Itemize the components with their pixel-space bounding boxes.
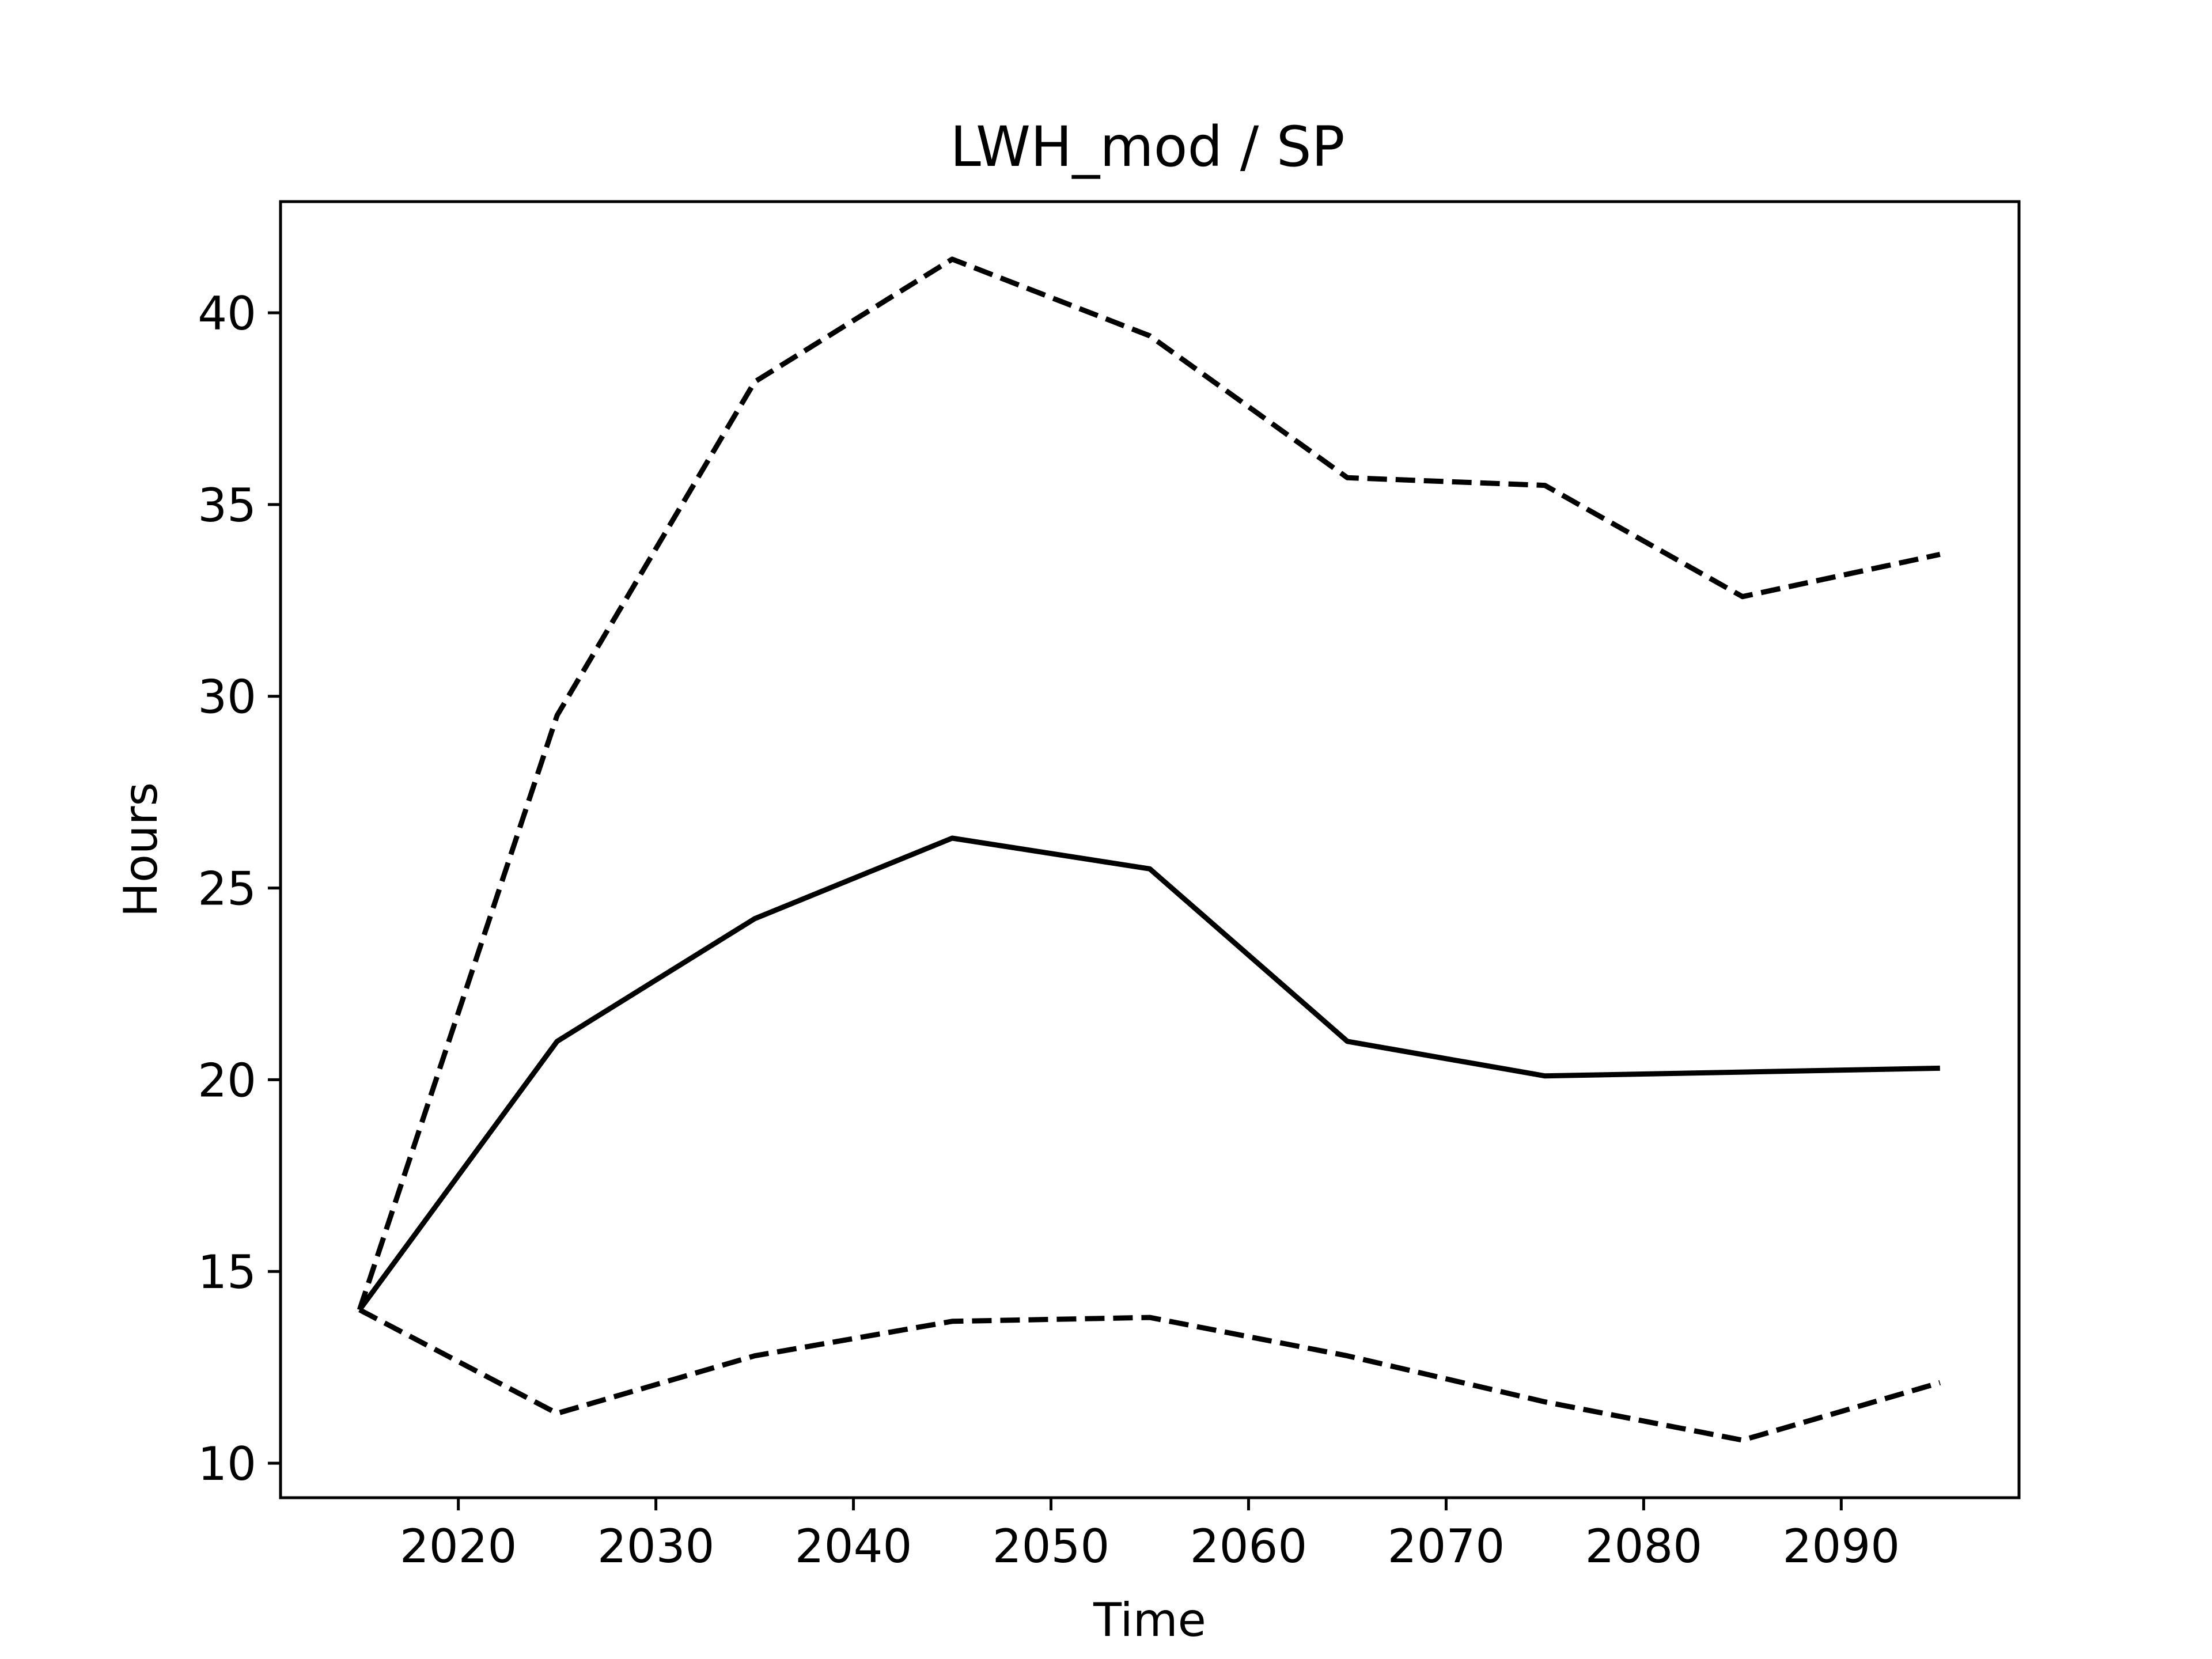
x-tick-label: 2090 — [1783, 1520, 1900, 1573]
series-upper-line — [357, 256, 1941, 1311]
y-tick-label: 25 — [198, 862, 256, 916]
series-layer — [357, 256, 1941, 1443]
x-axis: 2020 2030 2040 2050 2060 2070 2080 2090 — [400, 1498, 1900, 1573]
y-tick-label: 15 — [198, 1245, 256, 1299]
x-tick-label: 2020 — [400, 1520, 517, 1573]
y-tick-label: 10 — [198, 1437, 256, 1491]
x-axis-label: Time — [1093, 1593, 1206, 1647]
x-tick-label: 2060 — [1190, 1520, 1308, 1573]
y-tick-label: 40 — [198, 287, 256, 340]
x-tick-label: 2030 — [597, 1520, 715, 1573]
plot-frame — [279, 200, 2021, 1499]
series-median-line — [357, 835, 1940, 1312]
x-tick-label: 2040 — [795, 1520, 912, 1573]
series-lower-line — [358, 1307, 1941, 1443]
x-tick-label: 2050 — [993, 1520, 1110, 1573]
chart-title: LWH_mod / SP — [950, 115, 1344, 179]
y-tick-label: 35 — [198, 479, 256, 532]
plot-area — [279, 200, 2021, 1499]
y-axis-label: Hours — [114, 782, 168, 917]
x-tick-label: 2080 — [1585, 1520, 1703, 1573]
y-axis: 10 15 20 25 30 35 40 — [198, 287, 281, 1491]
y-tick-label: 30 — [198, 671, 256, 724]
x-tick-label: 2070 — [1388, 1520, 1505, 1573]
y-tick-label: 20 — [198, 1054, 256, 1107]
